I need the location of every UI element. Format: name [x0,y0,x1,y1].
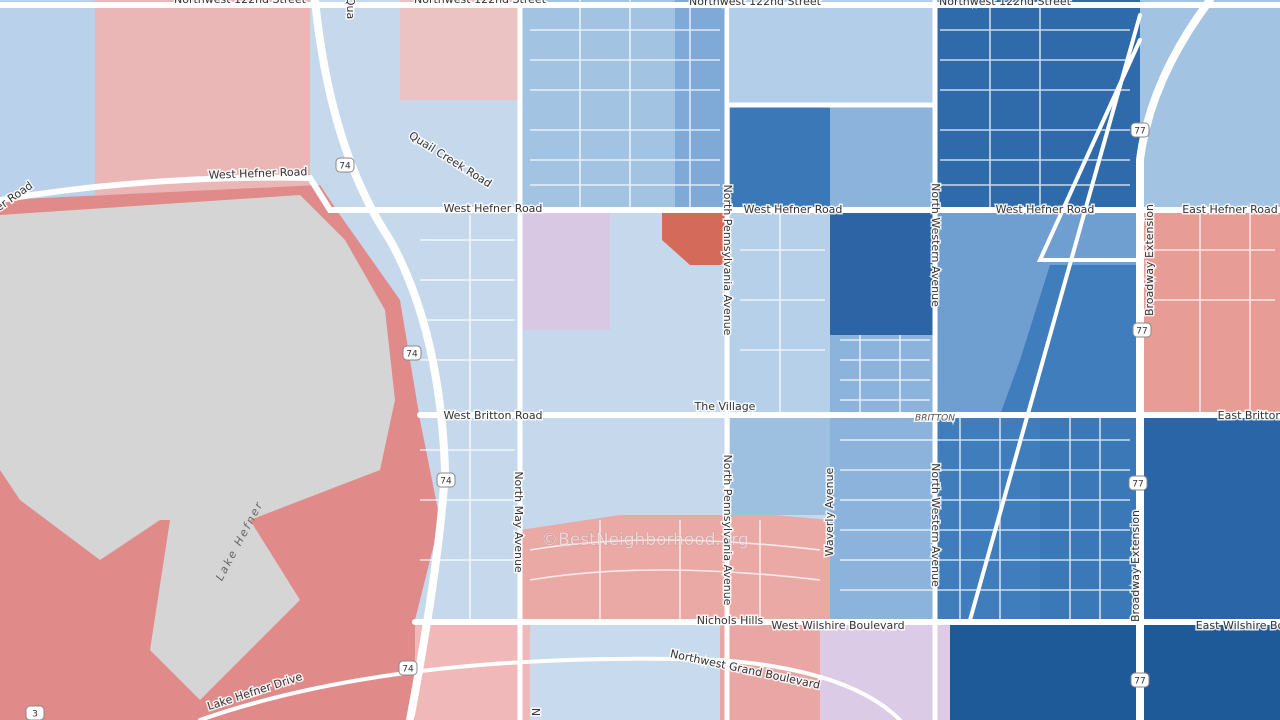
road-label: Waverly Avenue [823,467,836,556]
road-label: Broadway Extension [1129,510,1142,622]
road-label: North Pennsylvania Avenue [721,455,734,606]
road-label: Qua [344,0,357,19]
road-label: Northwest 122nd Street [689,0,822,8]
road-label: West Wilshire Boulevard [771,619,904,632]
route-shield [1130,672,1150,688]
road-label: Northwest 122nd Street [174,0,307,6]
road-label: East Britton [1218,409,1280,422]
route-shield [335,157,355,173]
route-shield [398,660,418,676]
road-label: North Pennsylvania Avenue [721,185,734,336]
road-label: West Hefner Road [744,203,843,216]
route-number: 77 [1134,677,1145,687]
route-number: 74 [406,350,418,360]
road-label: Broadway Extension [1143,204,1156,316]
route-number: 74 [402,665,414,675]
road-label: West Hefner Road [208,165,307,181]
route-shield [436,472,456,488]
road-label: North Western Avenue [929,463,942,587]
route-shield [1132,322,1152,338]
road-label: East Wilshire Bo [1196,619,1280,632]
road-label: N [529,708,542,716]
watermark: ©BestNeighborhood.org [541,530,749,550]
road-label: Northwest 122nd Street [414,0,547,6]
road-label: West Hefner Road [444,202,543,215]
route-number: 77 [1132,480,1143,490]
shields: 74 74 74 74 77 77 77 77 3 [25,122,1152,720]
route-number: 3 [32,710,38,720]
route-number: 77 [1134,127,1145,137]
road-label: North May Avenue [512,471,525,573]
road-label: BRITTON [915,414,955,424]
road-label: The Village [694,400,756,413]
route-number: 77 [1136,327,1147,337]
route-number: 74 [440,477,452,487]
road-label: Northwest 122nd Street [939,0,1072,8]
route-shield [1128,475,1148,491]
road-label: North Western Avenue [929,183,942,307]
route-shield [1130,122,1150,138]
route-shield [25,705,45,720]
road-label: West Britton Road [443,409,542,422]
road-label: East Hefner Road [1182,203,1278,216]
route-shield [402,345,422,361]
road-label: West Hefner Road [996,203,1095,216]
route-number: 74 [339,162,351,172]
road-label: Nichols Hills [697,614,764,627]
